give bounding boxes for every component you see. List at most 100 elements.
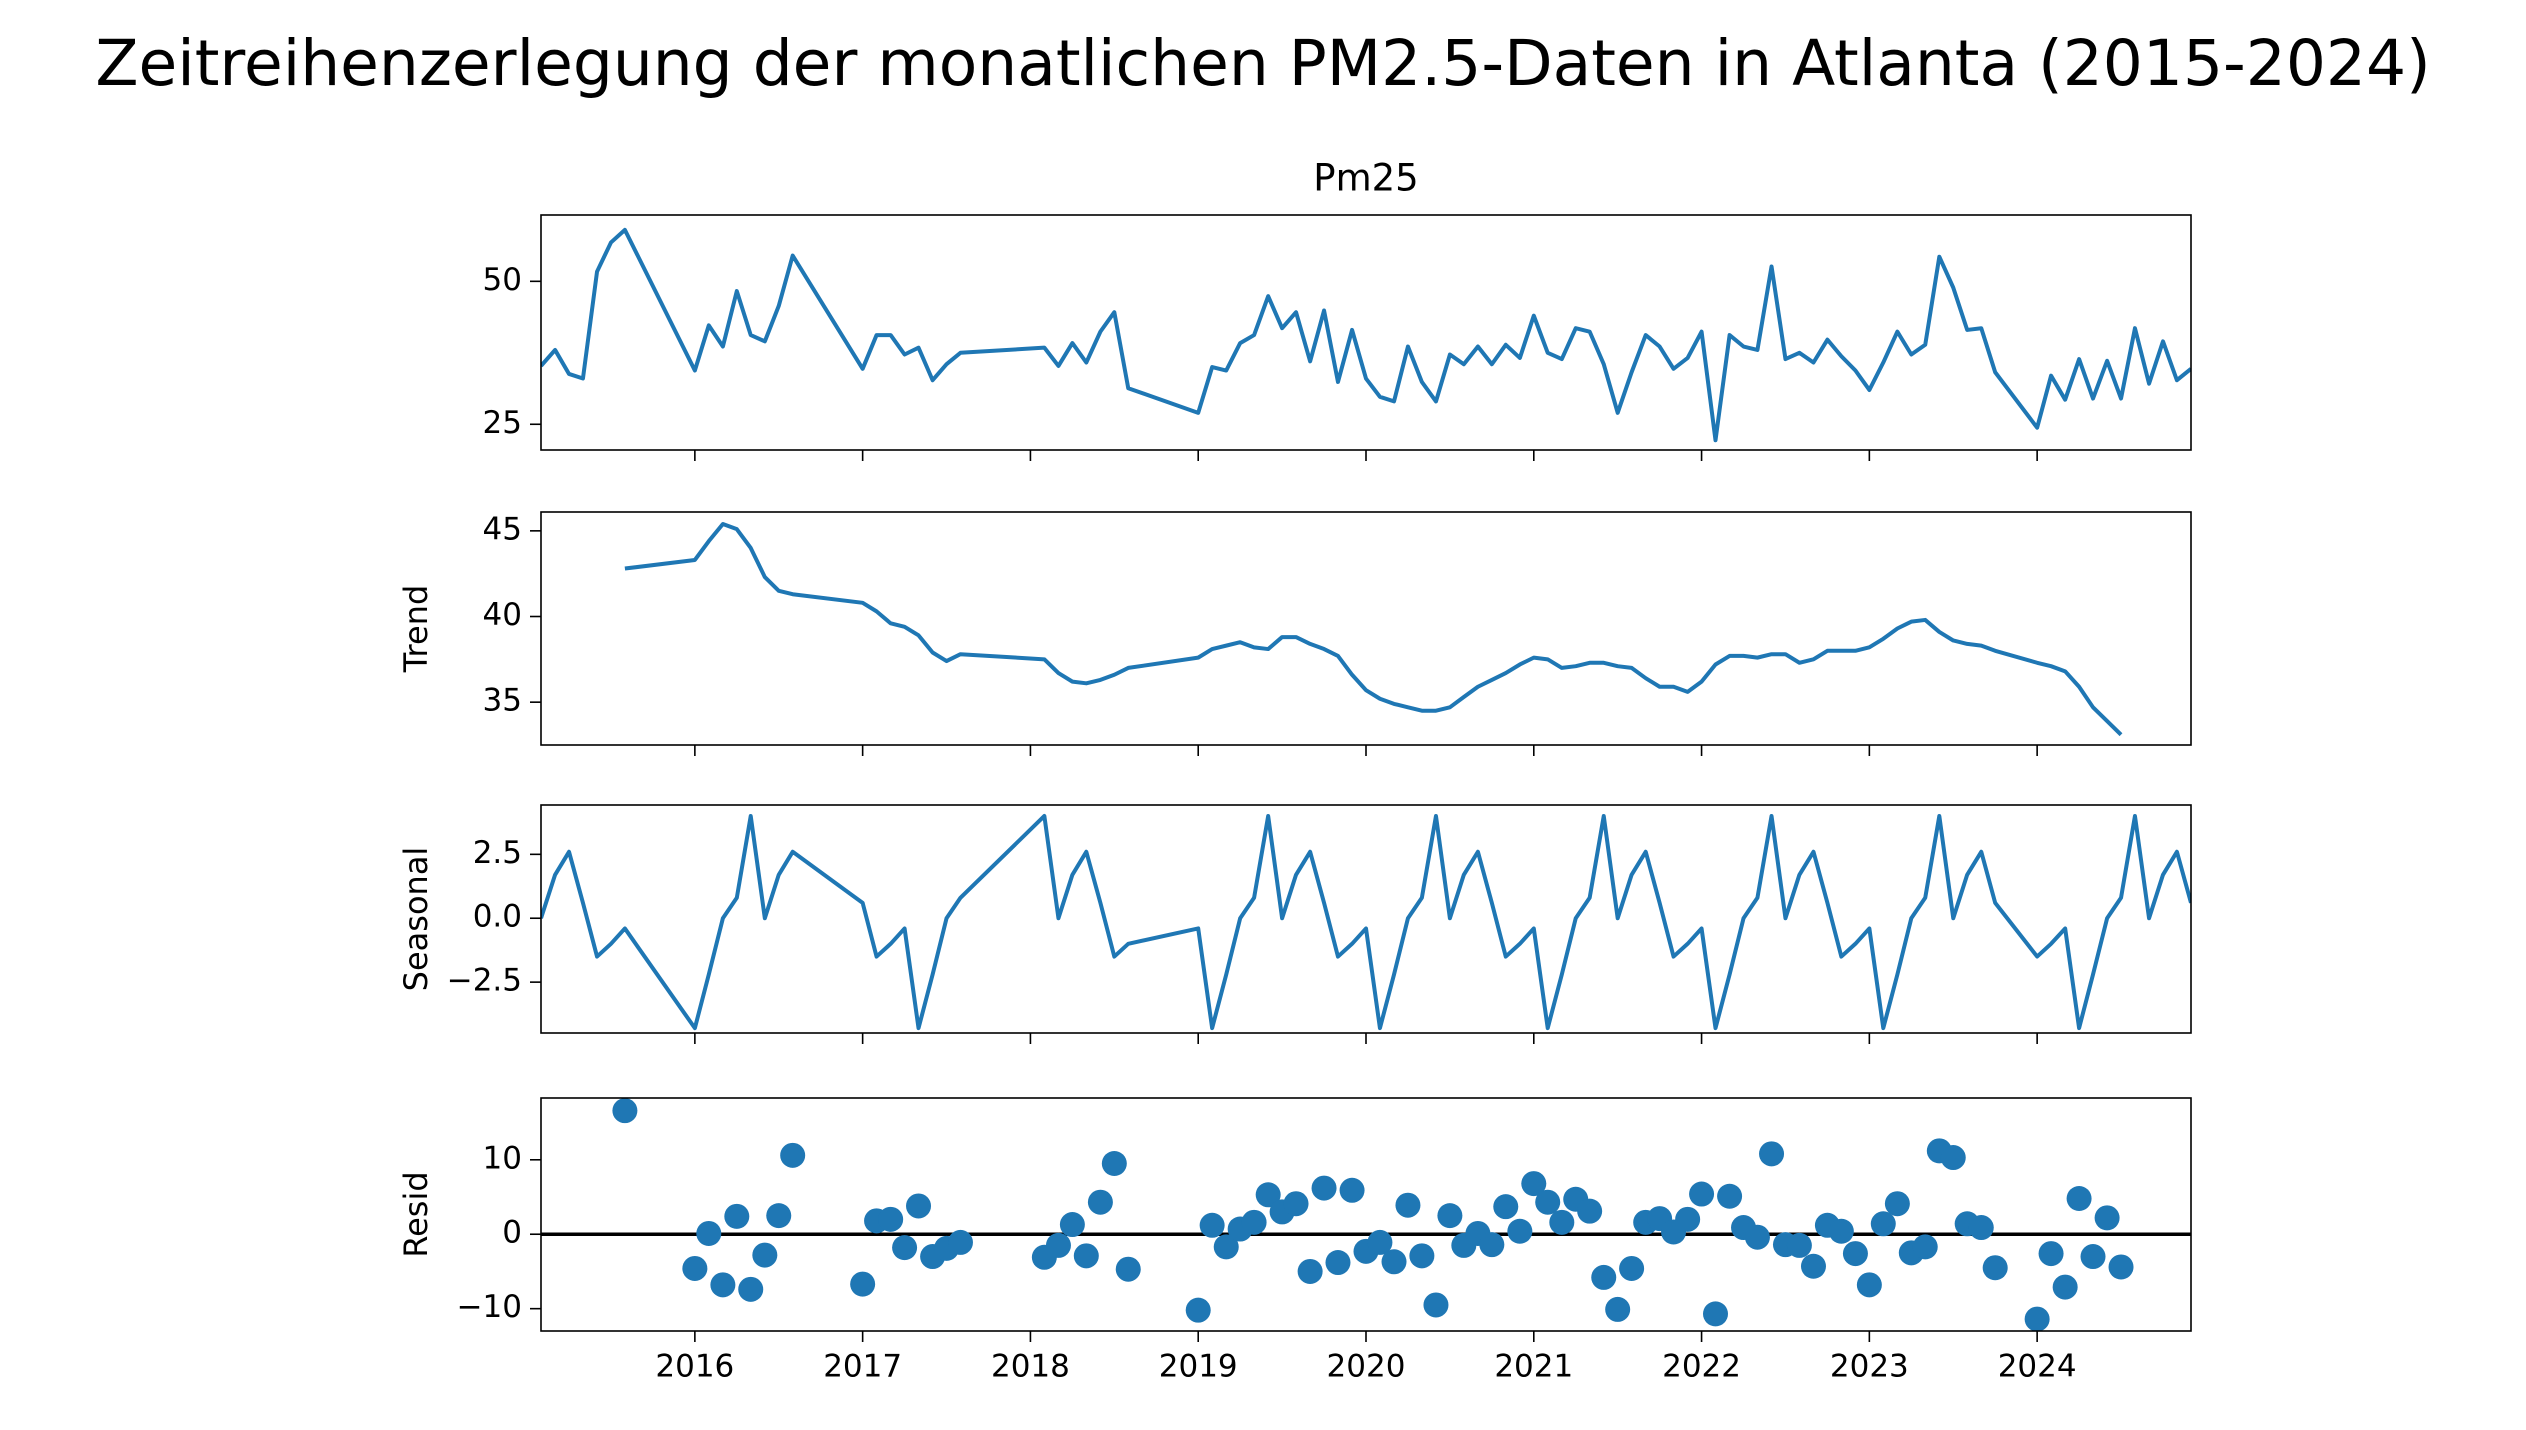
x-tick-label: 2023 <box>1830 1349 1909 1385</box>
resid-point <box>1968 1215 1994 1241</box>
resid-point <box>1479 1232 1505 1258</box>
x-tick-label: 2017 <box>823 1349 902 1385</box>
y-tick-label: 2.5 <box>473 835 522 871</box>
resid-point <box>1759 1141 1785 1167</box>
x-tick-label: 2022 <box>1662 1349 1741 1385</box>
resid-point <box>1115 1256 1141 1282</box>
resid-point <box>1856 1272 1882 1298</box>
axes-frame <box>540 214 2192 451</box>
resid-point <box>1940 1145 1966 1171</box>
y-tick-label: 10 <box>483 1140 522 1176</box>
resid-point <box>850 1271 876 1297</box>
resid-point <box>1199 1212 1225 1238</box>
x-tick-label: 2021 <box>1494 1349 1573 1385</box>
resid-point <box>1689 1181 1715 1207</box>
x-tick-label: 2016 <box>655 1349 734 1385</box>
subplot-title: Pm25 <box>1313 157 1418 200</box>
resid-point <box>1521 1171 1547 1197</box>
axes-frame <box>540 1097 2192 1332</box>
resid-point <box>1786 1232 1812 1258</box>
resid-point <box>1241 1209 1267 1235</box>
resid-point <box>1912 1234 1938 1260</box>
resid-point <box>1884 1191 1910 1217</box>
resid-point <box>1325 1250 1351 1276</box>
resid-point <box>1283 1191 1309 1217</box>
resid-point <box>2066 1185 2092 1211</box>
resid-point <box>892 1235 918 1261</box>
chart-title: Zeitreihenzerlegung der monatlichen PM2.… <box>95 27 2430 100</box>
resid-point <box>1381 1249 1407 1275</box>
resid-point <box>1297 1258 1323 1284</box>
resid-point <box>906 1193 932 1219</box>
resid-point <box>1577 1198 1603 1224</box>
y-tick-label: −2.5 <box>447 963 522 999</box>
resid-point <box>2052 1274 2078 1300</box>
resid-point <box>2108 1254 2134 1280</box>
resid-point <box>1605 1296 1631 1322</box>
y-axis-label: Seasonal <box>397 847 435 992</box>
resid-point <box>1185 1297 1211 1323</box>
resid-point <box>1437 1203 1463 1229</box>
resid-point <box>2038 1241 2064 1267</box>
resid-point <box>1045 1232 1071 1258</box>
resid-point <box>1535 1189 1561 1215</box>
resid-point <box>947 1229 973 1255</box>
series-line <box>541 227 2191 443</box>
resid-point <box>1423 1292 1449 1318</box>
resid-point <box>1101 1151 1127 1177</box>
x-tick-label: 2024 <box>1998 1349 2077 1385</box>
resid-point <box>1717 1183 1743 1209</box>
resid-point <box>1493 1194 1519 1220</box>
x-tick-label: 2020 <box>1327 1349 1406 1385</box>
resid-point <box>724 1203 750 1229</box>
y-tick-label: 0.0 <box>473 899 522 935</box>
resid-point <box>1675 1206 1701 1232</box>
resid-point <box>1409 1243 1435 1269</box>
resid-point <box>738 1276 764 1302</box>
resid-point <box>766 1203 792 1229</box>
y-tick-label: 0 <box>502 1215 522 1251</box>
resid-point <box>682 1255 708 1281</box>
resid-point <box>2094 1205 2120 1231</box>
resid-point <box>1255 1182 1281 1208</box>
resid-point <box>1059 1212 1085 1238</box>
resid-point <box>1213 1234 1239 1260</box>
axes-frame <box>540 804 2192 1034</box>
resid-point <box>1367 1229 1393 1255</box>
resid-point <box>1339 1177 1365 1203</box>
resid-point <box>752 1242 778 1268</box>
resid-point <box>710 1272 736 1298</box>
y-tick-label: 25 <box>483 405 522 441</box>
resid-point <box>1073 1243 1099 1269</box>
resid-point <box>1619 1255 1645 1281</box>
resid-point <box>780 1142 806 1168</box>
resid-point <box>1870 1211 1896 1237</box>
resid-point <box>1507 1218 1533 1244</box>
resid-point <box>1591 1264 1617 1290</box>
y-tick-label: 50 <box>483 262 522 298</box>
resid-point <box>1311 1175 1337 1201</box>
resid-point <box>1744 1224 1770 1250</box>
y-axis-label: Resid <box>397 1171 435 1257</box>
resid-point <box>1800 1253 1826 1279</box>
resid-point <box>2024 1306 2050 1332</box>
y-tick-label: 40 <box>483 597 522 633</box>
resid-point <box>1395 1192 1421 1218</box>
resid-point <box>1828 1218 1854 1244</box>
series-line <box>541 813 2191 1031</box>
resid-point <box>1842 1241 1868 1267</box>
resid-point <box>696 1220 722 1246</box>
resid-point <box>1702 1301 1728 1327</box>
resid-point <box>1549 1209 1575 1235</box>
resid-point <box>612 1098 638 1124</box>
resid-point <box>1982 1255 2008 1281</box>
series-line <box>624 521 2123 737</box>
y-tick-label: −10 <box>457 1289 522 1325</box>
y-axis-label: Trend <box>397 585 435 674</box>
y-tick-label: 45 <box>483 511 522 547</box>
resid-point <box>1087 1189 1113 1215</box>
resid-point <box>2080 1244 2106 1270</box>
resid-point <box>878 1206 904 1232</box>
axes-frame <box>540 511 2192 746</box>
